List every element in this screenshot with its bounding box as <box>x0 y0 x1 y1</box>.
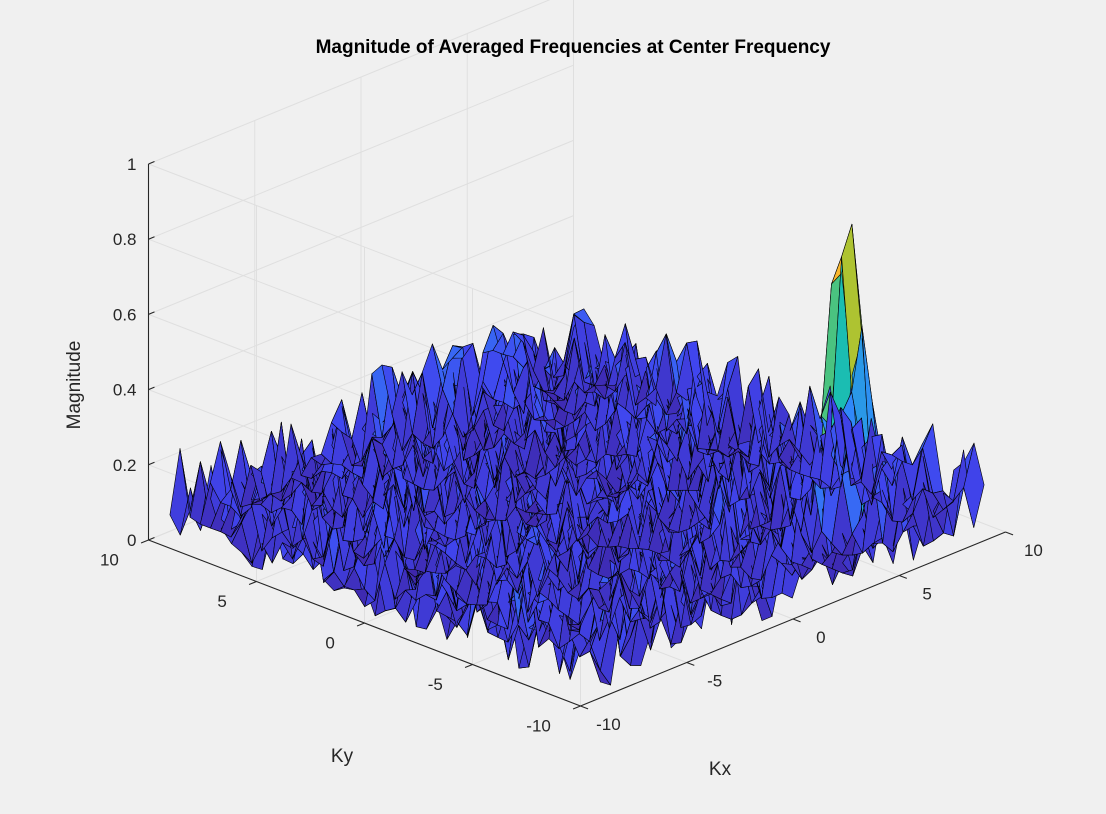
wall-grid-line <box>148 139 574 315</box>
x-axis-label: Kx <box>709 759 732 780</box>
z-tick-label: 1 <box>127 155 136 174</box>
z-tick-label: 0.2 <box>113 456 137 475</box>
z-tick-label: 0.4 <box>113 381 137 400</box>
y-tick-mark <box>572 705 581 710</box>
x-tick-mark <box>580 705 589 710</box>
x-tick-label: -10 <box>596 715 621 734</box>
y-tick-mark <box>464 663 473 669</box>
x-tick-mark <box>686 661 695 666</box>
surface-facet <box>963 442 985 528</box>
surface-mesh <box>169 223 985 686</box>
z-tick-mark <box>148 386 155 391</box>
z-tick-mark <box>148 461 155 466</box>
z-tick-label: 0.6 <box>113 305 137 324</box>
y-tick-label: 0 <box>325 633 334 652</box>
x-tick-mark <box>899 574 908 579</box>
wall-grid-line <box>148 64 574 240</box>
wall-grid-line <box>148 215 574 391</box>
x-tick-label: -5 <box>707 671 722 690</box>
y-tick-mark <box>356 622 365 627</box>
x-tick-label: 5 <box>922 584 931 603</box>
x-tick-mark <box>792 618 801 623</box>
x-tick-label: 0 <box>816 628 825 647</box>
y-tick-label: -10 <box>526 716 551 735</box>
y-tick-label: 10 <box>100 550 119 569</box>
z-tick-label: 0.8 <box>113 230 137 249</box>
y-tick-label: 5 <box>217 592 226 611</box>
z-tick-label: 0 <box>127 531 136 550</box>
y-tick-mark <box>248 580 257 586</box>
z-tick-mark <box>148 160 155 165</box>
y-tick-mark <box>140 539 149 544</box>
y-axis-label: Ky <box>331 746 354 767</box>
z-tick-mark <box>148 236 155 240</box>
x-tick-label: 10 <box>1024 541 1043 560</box>
tick-labels: -10 -5 0 5 10 -10 -5 0 5 10 0 0.2 0.4 0.6 0.8 1 <box>100 155 1043 735</box>
x-tick-mark <box>1005 531 1014 536</box>
chart-title: Magnitude of Averaged Frequencies at Cen… <box>316 37 831 58</box>
z-tick-mark <box>148 311 155 315</box>
wall-grid-line <box>148 290 574 466</box>
z-tick-mark <box>148 536 155 541</box>
wall-grid-line <box>148 0 551 165</box>
wall-grid-line <box>148 163 581 331</box>
y-tick-label: -5 <box>428 675 443 694</box>
z-axis-label: Magnitude <box>64 341 85 430</box>
